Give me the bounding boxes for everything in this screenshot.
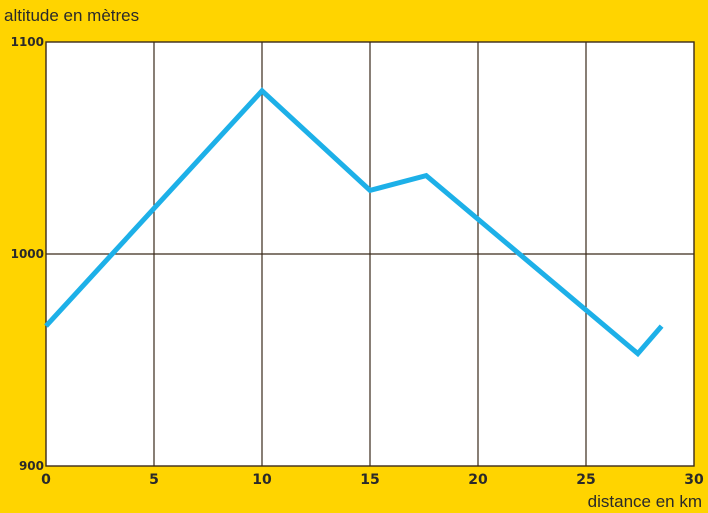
- y-tick-label: 900: [19, 459, 44, 473]
- x-tick-label: 15: [360, 472, 379, 488]
- x-tick-label: 30: [684, 472, 704, 488]
- altitude-series-line: [44, 87, 664, 358]
- y-tick-label: 1000: [11, 247, 44, 261]
- x-tick-label: 0: [41, 472, 51, 488]
- y-tick-label: 1100: [11, 35, 44, 49]
- x-tick-label: 10: [252, 472, 272, 488]
- x-tick-label: 25: [576, 472, 595, 488]
- x-tick-label: 20: [468, 472, 488, 488]
- plot-border: [45, 41, 695, 467]
- y-axis-title: altitude en mètres: [4, 6, 140, 25]
- x-tick-label: 5: [149, 472, 159, 488]
- x-axis-title: distance en km: [587, 492, 702, 511]
